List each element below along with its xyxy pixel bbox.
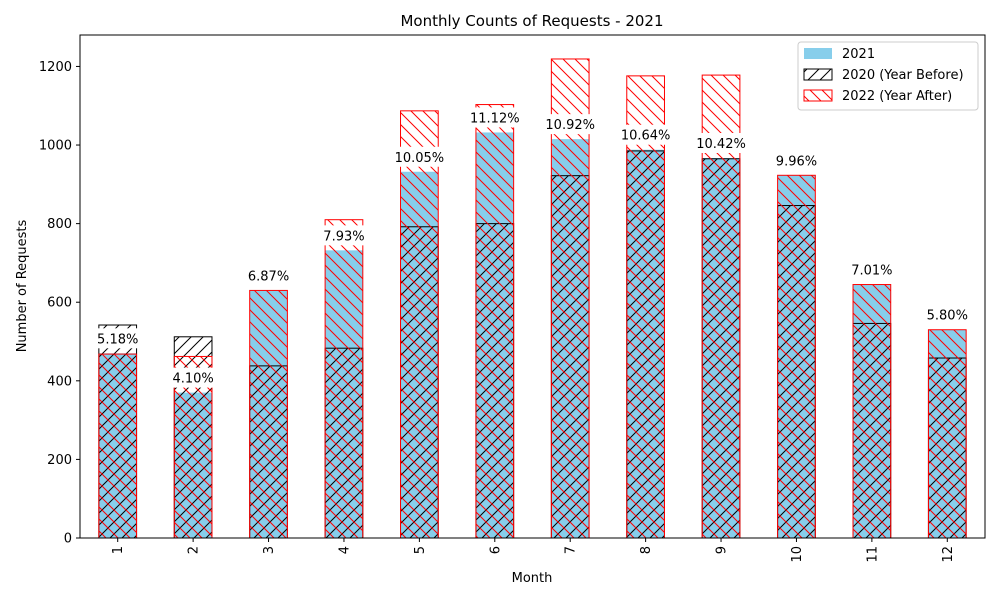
legend: 2021 2020 (Year Before) 2022 (Year After…	[797, 41, 979, 111]
x-tick-label-12: 12	[941, 546, 956, 563]
annotation-bg-month-4	[319, 225, 368, 246]
y-tick-label: 600	[47, 296, 72, 311]
y-tick-label: 800	[47, 217, 72, 232]
annotation-month-3: 6.87%	[248, 269, 289, 284]
annotation-month-11: 7.01%	[851, 264, 892, 279]
bar-2022-month-11	[852, 284, 892, 539]
x-tick-label-7: 7	[564, 546, 579, 554]
legend-label-2020: 2020 (Year Before)	[842, 68, 964, 83]
bar-2022-month-10	[777, 174, 816, 539]
annotation-bg-month-1	[93, 328, 142, 349]
legend-label-2022: 2022 (Year After)	[842, 89, 952, 104]
annotation-bg-month-2	[169, 367, 218, 388]
annotation-month-12: 5.80%	[927, 309, 968, 324]
x-tick-label-3: 3	[262, 546, 277, 554]
y-tick-label: 0	[64, 532, 72, 547]
annotation-bg-month-3	[244, 265, 293, 286]
x-tick-label-11: 11	[865, 546, 880, 563]
x-axis-label: Month	[512, 571, 553, 586]
x-tick-label-9: 9	[715, 546, 730, 554]
x-tick-label-5: 5	[413, 546, 428, 554]
y-tick-label: 1000	[39, 139, 72, 154]
x-tick-label-1: 1	[111, 546, 126, 554]
series-2021	[98, 132, 967, 539]
bar-2022-month-3	[249, 289, 288, 539]
annotation-month-9: 10.42%	[696, 137, 746, 152]
y-tick-label: 200	[47, 453, 72, 468]
y-tick-label: 400	[47, 374, 72, 389]
x-tick-label-2: 2	[187, 546, 202, 554]
annotation-month-7: 10.92%	[545, 118, 595, 133]
legend-swatch-2020	[803, 68, 833, 81]
series-2020	[98, 150, 967, 539]
legend-label-2021: 2021	[842, 47, 875, 62]
legend-swatch-2022	[803, 89, 833, 102]
bar-2022-month-1	[98, 353, 138, 539]
annotation-bg-month-7	[542, 114, 599, 135]
percentage-annotations: 5.18% 4.10% 6.87% 7.93% 10.05% 11.12% 10.92% 10…	[93, 107, 972, 388]
legend-frame	[797, 41, 979, 111]
x-axis: 1 2 3 4 5 6 7 8 9 10 11 12	[111, 538, 956, 563]
y-axis-label: Number of Requests	[15, 219, 30, 352]
annotation-bg-month-9	[693, 132, 750, 153]
annotation-bg-month-8	[617, 124, 674, 145]
annotation-bg-month-12	[923, 304, 972, 325]
series-2022	[98, 58, 967, 539]
bar-2022-month-5	[400, 110, 439, 539]
annotation-bg-month-10	[772, 150, 821, 171]
x-tick-label-8: 8	[639, 546, 654, 554]
bar-2022-month-12	[927, 329, 967, 539]
annotation-month-4: 7.93%	[323, 229, 364, 244]
annotation-bg-month-11	[847, 259, 896, 280]
chart-title: Monthly Counts of Requests - 2021	[400, 12, 663, 30]
x-tick-label-10: 10	[790, 546, 805, 563]
bar-2022-month-7	[550, 58, 590, 539]
y-axis: 0 200 400 600 800 1000 1200	[39, 60, 80, 547]
legend-swatch-2021	[804, 48, 832, 59]
annotation-bg-month-5	[391, 146, 448, 167]
annotation-bg-month-6	[466, 107, 523, 128]
annotation-month-8: 10.64%	[621, 129, 671, 144]
y-tick-label: 1200	[39, 60, 72, 75]
annotation-month-10: 9.96%	[776, 154, 817, 169]
x-tick-label-6: 6	[488, 546, 503, 554]
annotation-month-1: 5.18%	[97, 332, 138, 347]
bar-2022-month-4	[324, 219, 364, 539]
annotation-month-5: 10.05%	[395, 151, 445, 166]
x-tick-label-4: 4	[337, 546, 352, 554]
annotation-month-2: 4.10%	[172, 372, 213, 387]
bar-2022-month-6	[475, 104, 515, 539]
bar-2022-month-8	[626, 75, 665, 539]
annotation-month-6: 11.12%	[470, 111, 520, 126]
plot-frame	[79, 34, 986, 539]
